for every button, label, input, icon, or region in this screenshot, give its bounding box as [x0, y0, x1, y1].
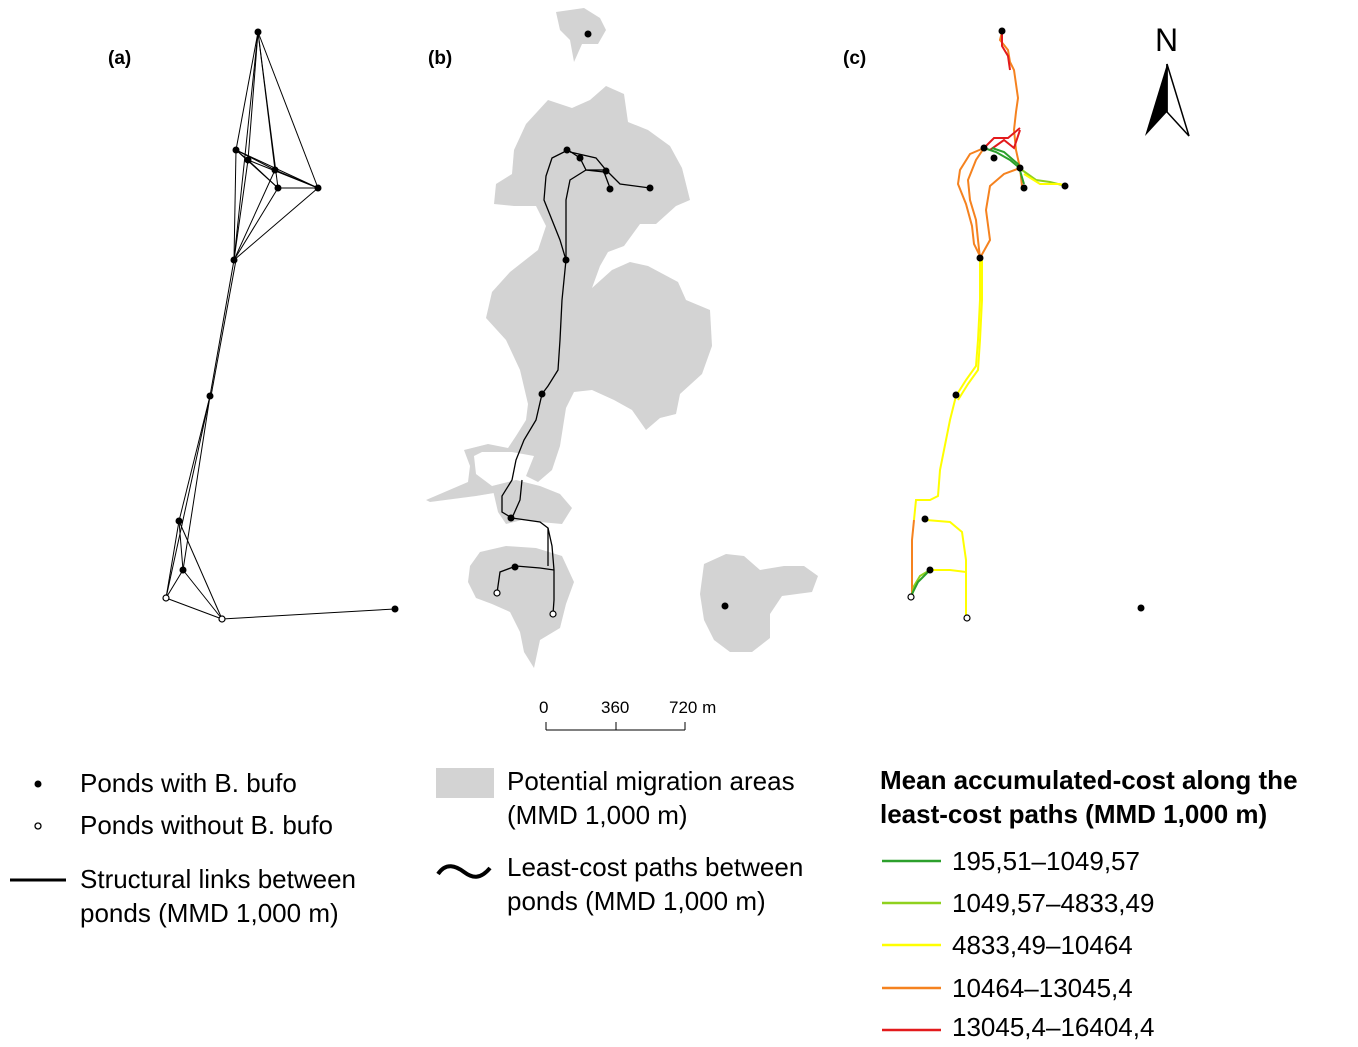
pond-with-bufo — [271, 166, 279, 174]
pond-with-bufo — [606, 185, 614, 193]
cost-class-label: 195,51–1049,57 — [952, 846, 1140, 876]
pond-with-bufo — [976, 254, 984, 262]
pond-with-bufo — [602, 167, 610, 175]
legend-structural-links-label-1: Structural links between — [80, 864, 357, 894]
pond-with-bufo — [562, 256, 570, 264]
legend-pond-without-bufo-icon — [34, 822, 42, 830]
pond-with-bufo — [576, 154, 584, 162]
pond-with-bufo — [1061, 182, 1069, 190]
legend-ponds-without-label: Ponds without B. bufo — [80, 810, 333, 840]
pond-without-bufo — [907, 593, 915, 601]
pond-with-bufo — [507, 514, 515, 522]
panel-a-ponds — [162, 28, 399, 623]
pond-with-bufo — [391, 605, 399, 613]
panel-a-links — [165, 31, 396, 620]
north-label: N — [1155, 22, 1179, 58]
pond-with-bufo — [721, 602, 729, 610]
cost-legend-title-2: least-cost paths (MMD 1,000 m) — [880, 799, 1268, 829]
panel-label-c: (c) — [843, 48, 867, 69]
pond-with-bufo — [1137, 604, 1145, 612]
pond-with-bufo — [584, 30, 592, 38]
legend-migration-areas-label-2: (MMD 1,000 m) — [507, 800, 688, 830]
pond-with-bufo — [511, 563, 519, 571]
cost-class-label: 13045,4–16404,4 — [952, 1012, 1155, 1042]
pond-without-bufo — [549, 610, 557, 618]
legend-least-cost-paths-label-2: ponds (MMD 1,000 m) — [507, 886, 766, 916]
migration-area-south — [492, 480, 572, 524]
pond-without-bufo — [493, 589, 501, 597]
legend-least-cost-path-icon — [436, 864, 492, 879]
legend-least-cost-paths-label-1: Least-cost paths between — [507, 852, 804, 882]
migration-area-east — [700, 554, 818, 652]
pond-with-bufo — [179, 566, 187, 574]
cost-class-label: 1049,57–4833,49 — [952, 888, 1155, 918]
legend-structural-links-label-2: ponds (MMD 1,000 m) — [80, 898, 339, 928]
cost-class-label: 4833,49–10464 — [952, 930, 1133, 960]
pond-with-bufo — [952, 391, 960, 399]
pond-with-bufo — [921, 515, 929, 523]
panel-label-a: (a) — [108, 48, 132, 69]
pond-with-bufo — [230, 256, 238, 264]
migration-area-main — [426, 86, 712, 502]
pond-with-bufo — [314, 184, 322, 192]
pond-with-bufo — [646, 184, 654, 192]
legend-pond-with-bufo-icon — [34, 780, 42, 788]
migration-area-bottom — [468, 546, 574, 668]
pond-with-bufo — [254, 28, 262, 36]
legend-ponds-with-label: Ponds with B. bufo — [80, 768, 297, 798]
pond-with-bufo — [206, 392, 214, 400]
pond-with-bufo — [538, 390, 546, 398]
pond-with-bufo — [563, 146, 571, 154]
cost-class-label: 10464–13045,4 — [952, 973, 1133, 1003]
scale-tick-720: 720 m — [669, 698, 717, 717]
pond-with-bufo — [990, 154, 998, 162]
cost-legend-title-1: Mean accumulated-cost along the — [880, 765, 1298, 795]
migration-area-top — [556, 8, 606, 62]
pond-with-bufo — [1016, 164, 1024, 172]
scale-bar — [545, 722, 686, 731]
pond-with-bufo — [274, 184, 282, 192]
pond-with-bufo — [175, 517, 183, 525]
pond-with-bufo — [926, 566, 934, 574]
legend-symbols — [10, 768, 494, 882]
pond-with-bufo — [998, 27, 1006, 35]
pond-with-bufo — [232, 146, 240, 154]
scale-tick-0: 0 — [539, 698, 549, 717]
panel-c-ponds — [907, 27, 1145, 622]
panel-b-ponds — [493, 30, 729, 618]
pond-with-bufo — [1020, 184, 1028, 192]
pond-with-bufo — [980, 144, 988, 152]
north-arrow-icon — [1145, 63, 1190, 137]
pond-without-bufo — [963, 614, 971, 622]
panel-c-paths — [911, 31, 1067, 618]
pond-without-bufo — [162, 594, 170, 602]
pond-without-bufo — [218, 615, 226, 623]
panel-label-b: (b) — [428, 48, 453, 69]
legend-migration-areas-label-1: Potential migration areas — [507, 766, 795, 796]
cost-legend-swatches — [882, 859, 941, 1032]
legend-migration-area-icon — [436, 768, 494, 798]
panel-b-migration-areas — [426, 8, 818, 668]
scale-tick-360: 360 — [601, 698, 630, 717]
pond-with-bufo — [244, 156, 252, 164]
